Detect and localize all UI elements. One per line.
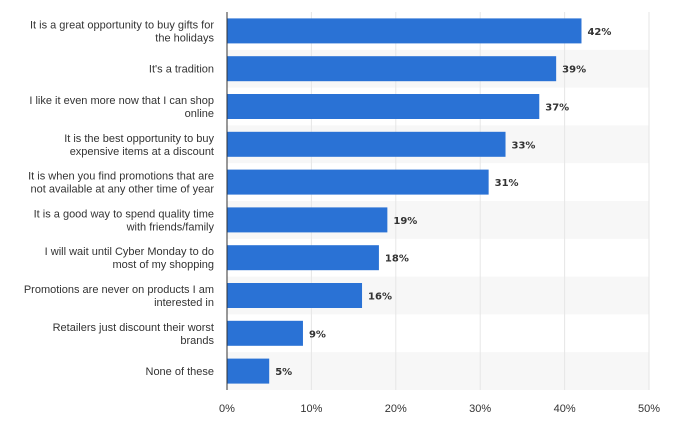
- bars: [227, 18, 582, 384]
- x-tick-label: 0%: [219, 403, 235, 415]
- bar: [227, 320, 303, 346]
- bar: [227, 283, 363, 308]
- data-label: 9%: [309, 329, 326, 340]
- data-label: 5%: [275, 367, 292, 378]
- data-label: 18%: [385, 254, 409, 265]
- category-label: It is a great opportunity to buy gifts f…: [30, 19, 215, 44]
- bar: [227, 207, 388, 233]
- category-label: I like it even more now that I can shop o…: [29, 95, 214, 120]
- data-label: 19%: [393, 216, 417, 227]
- bar: [227, 94, 540, 119]
- data-label: 33%: [512, 140, 536, 151]
- data-label: 31%: [495, 178, 519, 189]
- category-label: Promotions are never on products I am int…: [24, 284, 214, 309]
- category-label: It is a good way to spend quality time wi…: [34, 208, 215, 233]
- category-label: It's a tradition: [149, 64, 214, 76]
- category-label: Retailers just discount their worst brand…: [53, 322, 215, 347]
- bar: [227, 358, 270, 384]
- bar: [227, 18, 582, 44]
- row-background: [227, 352, 649, 390]
- x-tick-label: 20%: [385, 403, 407, 415]
- bar: [227, 169, 489, 195]
- data-label: 39%: [562, 65, 586, 76]
- category-label: It is when you find promotions that are n…: [28, 171, 214, 196]
- x-tick-label: 40%: [554, 403, 576, 415]
- x-tick-label: 10%: [300, 403, 322, 415]
- x-tick-label: 30%: [469, 403, 491, 415]
- x-axis-tick-labels: 0% 10% 20% 30% 40% 50%: [219, 403, 660, 415]
- category-labels: It is a great opportunity to buy gifts f…: [24, 19, 215, 378]
- bar: [227, 245, 379, 271]
- data-labels: 42% 39% 37% 33% 31% 19% 18% 16% 9% 5%: [275, 27, 611, 378]
- category-label: It is the best opportunity to buy expensi…: [64, 133, 214, 158]
- bar: [227, 131, 506, 157]
- data-label: 37%: [545, 103, 569, 114]
- x-tick-label: 50%: [638, 403, 660, 415]
- bar: [227, 56, 557, 82]
- data-label: 16%: [368, 292, 392, 303]
- data-label: 42%: [587, 27, 611, 38]
- category-label: I will wait until Cyber Monday to do most…: [45, 246, 214, 271]
- category-label: None of these: [146, 366, 215, 378]
